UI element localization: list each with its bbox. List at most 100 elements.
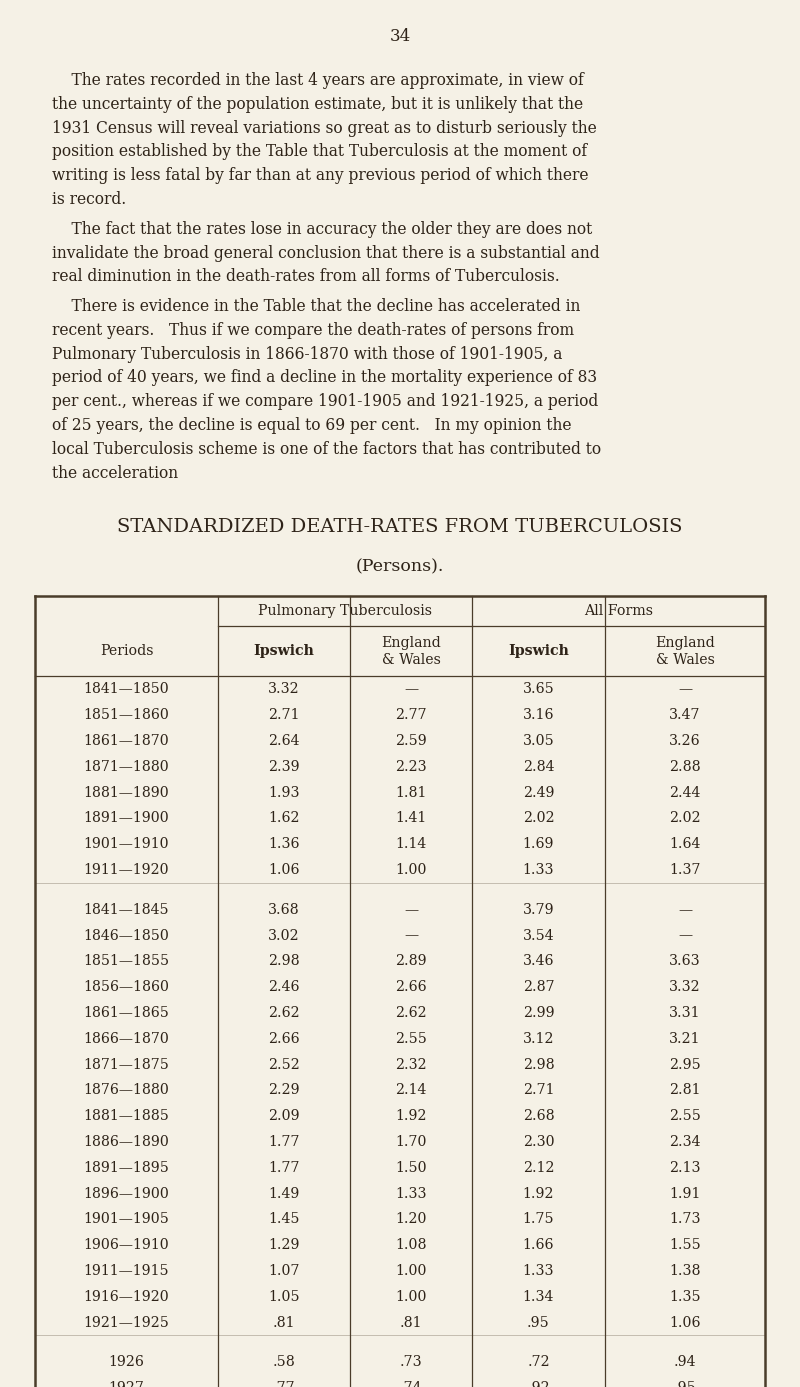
Text: 1.00: 1.00 bbox=[395, 863, 426, 877]
Text: Pulmonary Tuberculosis: Pulmonary Tuberculosis bbox=[258, 605, 432, 619]
Text: 1871—1875: 1871—1875 bbox=[83, 1058, 170, 1072]
Text: 2.66: 2.66 bbox=[395, 981, 427, 994]
Text: 1.77: 1.77 bbox=[268, 1135, 300, 1148]
Text: 2.87: 2.87 bbox=[522, 981, 554, 994]
Text: 1.41: 1.41 bbox=[395, 811, 426, 825]
Text: 1.77: 1.77 bbox=[268, 1161, 300, 1175]
Text: 2.99: 2.99 bbox=[522, 1006, 554, 1019]
Text: 2.39: 2.39 bbox=[268, 760, 300, 774]
Text: is record.: is record. bbox=[52, 191, 126, 208]
Text: 2.23: 2.23 bbox=[395, 760, 427, 774]
Text: 1.06: 1.06 bbox=[670, 1316, 701, 1330]
Text: 1.93: 1.93 bbox=[268, 785, 300, 799]
Text: The rates recorded in the last 4 years are approximate, in view of: The rates recorded in the last 4 years a… bbox=[52, 72, 584, 89]
Text: 2.84: 2.84 bbox=[522, 760, 554, 774]
Text: 3.32: 3.32 bbox=[268, 682, 300, 696]
Text: .81: .81 bbox=[273, 1316, 295, 1330]
Text: per cent., whereas if we compare 1901-1905 and 1921-1925, a period: per cent., whereas if we compare 1901-19… bbox=[52, 394, 598, 411]
Text: 3.21: 3.21 bbox=[670, 1032, 701, 1046]
Text: 1.66: 1.66 bbox=[522, 1239, 554, 1252]
Text: 1.38: 1.38 bbox=[670, 1264, 701, 1277]
Text: 1.92: 1.92 bbox=[522, 1187, 554, 1201]
Text: 3.63: 3.63 bbox=[669, 954, 701, 968]
Text: 1921—1925: 1921—1925 bbox=[83, 1316, 170, 1330]
Text: .81: .81 bbox=[400, 1316, 422, 1330]
Text: 2.44: 2.44 bbox=[670, 785, 701, 799]
Text: 1881—1890: 1881—1890 bbox=[84, 785, 170, 799]
Text: 1911—1920: 1911—1920 bbox=[84, 863, 170, 877]
Text: 3.79: 3.79 bbox=[522, 903, 554, 917]
Text: real diminution in the death-rates from all forms of Tuberculosis.: real diminution in the death-rates from … bbox=[52, 268, 560, 286]
Text: 1.73: 1.73 bbox=[670, 1212, 701, 1226]
Text: 2.55: 2.55 bbox=[395, 1032, 427, 1046]
Text: 3.54: 3.54 bbox=[522, 929, 554, 943]
Text: 2.95: 2.95 bbox=[669, 1058, 701, 1072]
Text: 1927: 1927 bbox=[109, 1381, 145, 1387]
Text: —: — bbox=[404, 682, 418, 696]
Text: 1856—1860: 1856—1860 bbox=[83, 981, 170, 994]
Text: 1901—1910: 1901—1910 bbox=[84, 838, 170, 852]
Text: 2.13: 2.13 bbox=[670, 1161, 701, 1175]
Text: Ipswich: Ipswich bbox=[254, 645, 314, 659]
Text: 3.46: 3.46 bbox=[522, 954, 554, 968]
Text: 1916—1920: 1916—1920 bbox=[84, 1290, 170, 1304]
Text: 1.33: 1.33 bbox=[522, 863, 554, 877]
Text: The fact that the rates lose in accuracy the older they are does not: The fact that the rates lose in accuracy… bbox=[52, 221, 592, 237]
Text: 1.00: 1.00 bbox=[395, 1290, 426, 1304]
Text: 1871—1880: 1871—1880 bbox=[84, 760, 170, 774]
Text: 3.65: 3.65 bbox=[522, 682, 554, 696]
Text: 2.12: 2.12 bbox=[522, 1161, 554, 1175]
Text: 2.32: 2.32 bbox=[395, 1058, 427, 1072]
Text: period of 40 years, we find a decline in the mortality experience of 83: period of 40 years, we find a decline in… bbox=[52, 369, 597, 387]
Text: 2.89: 2.89 bbox=[395, 954, 427, 968]
Text: 1.33: 1.33 bbox=[522, 1264, 554, 1277]
Text: 3.26: 3.26 bbox=[669, 734, 701, 748]
Text: 1841—1850: 1841—1850 bbox=[84, 682, 170, 696]
Text: 2.02: 2.02 bbox=[522, 811, 554, 825]
Text: 1841—1845: 1841—1845 bbox=[84, 903, 170, 917]
Text: 1.00: 1.00 bbox=[395, 1264, 426, 1277]
Text: 2.81: 2.81 bbox=[670, 1083, 701, 1097]
Text: 2.62: 2.62 bbox=[395, 1006, 427, 1019]
Text: 1.55: 1.55 bbox=[669, 1239, 701, 1252]
Text: 2.59: 2.59 bbox=[395, 734, 427, 748]
Text: 1.33: 1.33 bbox=[395, 1187, 426, 1201]
Text: invalidate the broad general conclusion that there is a substantial and: invalidate the broad general conclusion … bbox=[52, 244, 600, 262]
Text: 1906—1910: 1906—1910 bbox=[84, 1239, 170, 1252]
Text: 2.71: 2.71 bbox=[522, 1083, 554, 1097]
Text: 1861—1870: 1861—1870 bbox=[84, 734, 170, 748]
Text: 2.68: 2.68 bbox=[522, 1110, 554, 1123]
Text: 3.02: 3.02 bbox=[268, 929, 300, 943]
Text: Pulmonary Tuberculosis in 1866-1870 with those of 1901-1905, a: Pulmonary Tuberculosis in 1866-1870 with… bbox=[52, 345, 562, 362]
Text: 2.88: 2.88 bbox=[669, 760, 701, 774]
Text: 2.46: 2.46 bbox=[268, 981, 300, 994]
Text: —: — bbox=[678, 682, 692, 696]
Text: 2.30: 2.30 bbox=[522, 1135, 554, 1148]
Text: .92: .92 bbox=[527, 1381, 550, 1387]
Text: (Persons).: (Persons). bbox=[356, 559, 444, 576]
Text: the uncertainty of the population estimate, but it is unlikely that the: the uncertainty of the population estima… bbox=[52, 96, 583, 112]
Text: 1891—1895: 1891—1895 bbox=[83, 1161, 170, 1175]
Text: 1.92: 1.92 bbox=[395, 1110, 426, 1123]
Text: STANDARDIZED DEATH-RATES FROM TUBERCULOSIS: STANDARDIZED DEATH-RATES FROM TUBERCULOS… bbox=[118, 519, 682, 537]
Text: 1931 Census will reveal variations so great as to disturb seriously the: 1931 Census will reveal variations so gr… bbox=[52, 119, 597, 136]
Text: 1901—1905: 1901—1905 bbox=[83, 1212, 170, 1226]
Text: .77: .77 bbox=[273, 1381, 295, 1387]
Text: local Tuberculosis scheme is one of the factors that has contributed to: local Tuberculosis scheme is one of the … bbox=[52, 441, 601, 458]
Text: 1876—1880: 1876—1880 bbox=[83, 1083, 170, 1097]
Text: 2.52: 2.52 bbox=[268, 1058, 300, 1072]
Text: 1.36: 1.36 bbox=[268, 838, 300, 852]
Text: 1.75: 1.75 bbox=[522, 1212, 554, 1226]
Text: .72: .72 bbox=[527, 1355, 550, 1369]
Text: .95: .95 bbox=[527, 1316, 550, 1330]
Text: 2.66: 2.66 bbox=[268, 1032, 300, 1046]
Text: 1.50: 1.50 bbox=[395, 1161, 427, 1175]
Text: England
& Wales: England & Wales bbox=[381, 635, 441, 667]
Text: 3.16: 3.16 bbox=[522, 709, 554, 723]
Text: Ipswich: Ipswich bbox=[508, 645, 569, 659]
Text: 34: 34 bbox=[390, 28, 410, 44]
Text: 2.62: 2.62 bbox=[268, 1006, 300, 1019]
Text: 2.64: 2.64 bbox=[268, 734, 300, 748]
Text: 2.98: 2.98 bbox=[522, 1058, 554, 1072]
Text: 3.32: 3.32 bbox=[669, 981, 701, 994]
